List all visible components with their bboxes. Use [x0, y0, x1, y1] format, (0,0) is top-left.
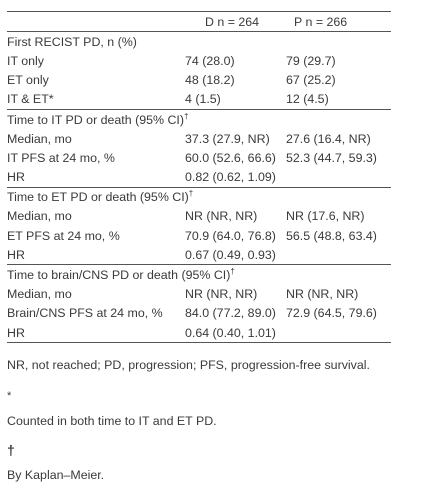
cell-d-value: 60.0 (52.6, 66.6) — [185, 150, 276, 165]
cell-d-value — [185, 108, 286, 130]
table-row: HR 0.67 (0.49, 0.93) — [7, 245, 391, 265]
cell-d-value: NR (NR, NR) — [185, 287, 258, 302]
row-label-text: ET PFS at 24 mo, % — [7, 228, 120, 243]
table-row: ET PFS at 24 mo, % 70.9 (64.0, 76.8) 56.5 … — [7, 226, 391, 245]
section-header-row: Time to brain/CNS PD or death (95% CI)† — [7, 264, 391, 285]
cell-d-value: 0.67 (0.49, 0.93) — [185, 247, 276, 262]
row-label: Median, mo — [7, 207, 185, 226]
row-label: Time to ET PD or death (95% CI)† — [7, 186, 193, 207]
row-label: IT & ET* — [7, 90, 185, 110]
table-row: IT & ET* 4 (1.5) 12 (4.5) — [7, 90, 391, 110]
row-label: Median, mo — [7, 129, 185, 148]
table-header-row: D n = 264 P n = 266 — [7, 10, 391, 33]
cell-p-value: NR (NR, NR) — [286, 287, 359, 302]
cell-p-value: 12 (4.5) — [286, 92, 329, 107]
row-label: Brain/CNS PFS at 24 mo, % — [7, 304, 185, 323]
cell-p-value: NR (17.6, NR) — [286, 209, 365, 224]
row-label-text: HR — [7, 170, 25, 185]
row-label: HR — [7, 323, 185, 344]
cell-d-value: 37.3 (27.9, NR) — [185, 131, 270, 146]
footnote-dagger-mark: † — [7, 442, 15, 458]
cell-d-value: 0.64 (0.40, 1.01) — [185, 323, 286, 344]
row-label-text: First RECIST PD, n (%) — [7, 34, 137, 49]
table-row: HR 0.82 (0.62, 1.09) — [7, 168, 391, 188]
row-label-text: HR — [7, 247, 25, 262]
cell-p-value: 27.6 (16.4, NR) — [286, 131, 371, 146]
table-row: Brain/CNS PFS at 24 mo, % 84.0 (77.2, 89.… — [7, 304, 391, 323]
row-label-text: HR — [7, 325, 25, 340]
cell-d-value — [185, 186, 286, 207]
cell-d-value: 48 (18.2) — [185, 73, 235, 88]
table-row: Median, mo NR (NR, NR) NR (17.6, NR) — [7, 207, 391, 226]
row-label: HR — [7, 245, 185, 265]
row-label-text: Time to IT PD or death (95% CI) — [7, 112, 184, 127]
footnotes: NR, not reached; PD, progression; PFS, p… — [7, 356, 419, 483]
dagger-superscript: † — [183, 111, 189, 121]
footnote-star-text: Counted in both time to IT and ET PD. — [7, 414, 217, 428]
cell-p-value: 67 (25.2) — [286, 73, 336, 88]
cell-p-value — [286, 31, 391, 52]
footnote-star-mark: * — [7, 390, 12, 402]
row-label-text: Median, mo — [7, 131, 72, 146]
table-row: ET only 48 (18.2) 67 (25.2) — [7, 71, 391, 90]
cell-p-value — [286, 168, 391, 188]
row-label: IT only — [7, 51, 185, 70]
cell-p-value: 56.5 (48.8, 63.4) — [286, 228, 377, 243]
row-label: First RECIST PD, n (%) — [7, 31, 185, 52]
header-p-column: P n = 266 — [286, 10, 391, 33]
cell-d-value: 70.9 (64.0, 76.8) — [185, 228, 276, 243]
cell-p-value — [286, 264, 391, 285]
cell-d-value: 74 (28.0) — [185, 53, 235, 68]
table-row: IT only 74 (28.0) 79 (29.7) — [7, 51, 391, 70]
row-label-text: IT only — [7, 53, 44, 68]
cell-p-value — [286, 323, 391, 344]
row-label: ET PFS at 24 mo, % — [7, 226, 185, 245]
dagger-superscript: † — [188, 189, 194, 199]
cell-p-value: 52.3 (44.7, 59.3) — [286, 150, 377, 165]
row-label-text: IT PFS at 24 mo, % — [7, 150, 115, 165]
header-label-column — [7, 10, 185, 33]
section-header-row: Time to ET PD or death (95% CI)† — [7, 186, 391, 207]
footnote-abbreviations: NR, not reached; PD, progression; PFS, p… — [7, 358, 370, 372]
row-label-text: ET only — [7, 73, 49, 88]
row-label: Time to brain/CNS PD or death (95% CI)† — [7, 264, 235, 285]
row-label: IT PFS at 24 mo, % — [7, 148, 185, 167]
cell-d-value: 0.82 (0.62, 1.09) — [185, 170, 276, 185]
section-header-row: First RECIST PD, n (%) — [7, 31, 391, 52]
cell-d-value: 84.0 (77.2, 89.0) — [185, 306, 276, 321]
row-label: Median, mo — [7, 285, 185, 304]
section-header-row: Time to IT PD or death (95% CI)† — [7, 108, 391, 130]
table-row: IT PFS at 24 mo, % 60.0 (52.6, 66.6) 52.3 … — [7, 148, 391, 167]
row-label-text: Time to ET PD or death (95% CI) — [7, 190, 189, 205]
cell-d-value: NR (NR, NR) — [185, 209, 258, 224]
table-body: First RECIST PD, n (%) IT only 74 (28.0) 79… — [7, 31, 391, 344]
cell-d-value — [185, 31, 286, 52]
row-label: Time to IT PD or death (95% CI)† — [7, 108, 189, 130]
cell-p-value — [286, 108, 391, 130]
cell-d-value: 4 (1.5) — [185, 92, 221, 107]
cell-p-value — [286, 186, 391, 207]
cell-p-value — [286, 245, 391, 265]
cell-p-value: 72.9 (64.5, 79.6) — [286, 306, 377, 321]
footnote-dagger-text: By Kaplan–Meier. — [7, 468, 105, 482]
cell-p-value: 79 (29.7) — [286, 53, 336, 68]
cell-d-value — [185, 264, 286, 285]
dagger-superscript: † — [230, 266, 235, 276]
table-row: Median, mo 37.3 (27.9, NR) 27.6 (16.4, NR) — [7, 129, 391, 148]
row-label: ET only — [7, 71, 185, 90]
table-row: Median, mo NR (NR, NR) NR (NR, NR) — [7, 285, 391, 304]
header-d-column: D n = 264 — [185, 10, 286, 33]
row-label-text: Brain/CNS PFS at 24 mo, % — [7, 306, 163, 321]
results-table: D n = 264 P n = 266 First RECIST PD, n (… — [7, 10, 391, 344]
row-label-text: IT & ET* — [7, 92, 54, 107]
row-label-text: Median, mo — [7, 287, 72, 302]
row-label-text: Time to brain/CNS PD or death (95% CI) — [7, 268, 231, 283]
row-label: HR — [7, 168, 185, 188]
row-label-text: Median, mo — [7, 209, 72, 224]
table-row: HR 0.64 (0.40, 1.01) — [7, 323, 391, 344]
